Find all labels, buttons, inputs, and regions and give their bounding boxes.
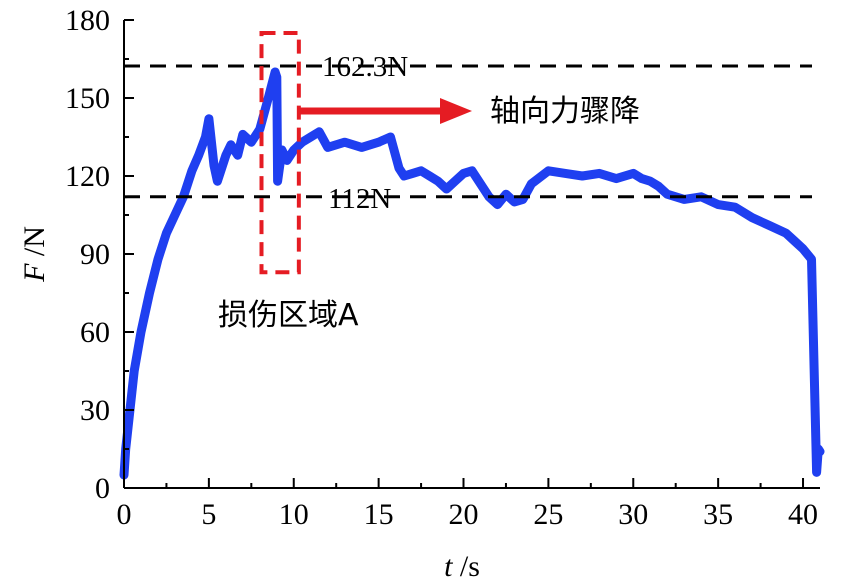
drop-arrow-head xyxy=(440,98,472,124)
x-tick-label: 20 xyxy=(449,498,479,531)
x-tick-label: 10 xyxy=(279,498,309,531)
y-tick-label: 120 xyxy=(65,160,110,193)
x-tick-label: 40 xyxy=(788,498,818,531)
series-group xyxy=(119,67,825,480)
damage-region-label: 损伤区域A xyxy=(218,298,359,333)
peak-value-label: 162.3N xyxy=(322,51,408,83)
y-tick-label: 90 xyxy=(80,238,110,271)
y-tick-label: 0 xyxy=(95,472,110,505)
x-tick-label: 35 xyxy=(703,498,733,531)
x-tick-label: 25 xyxy=(533,498,563,531)
damage-region-box xyxy=(259,31,301,275)
x-tick-label: 30 xyxy=(618,498,648,531)
axes: 0 30 60 90 120 150 180 0 5 10 15 20 25 30 35 40 xyxy=(65,4,820,531)
x-tick-label: 0 xyxy=(117,498,132,531)
y-axis-title: F /N xyxy=(18,226,51,283)
reference-lines xyxy=(124,64,812,199)
y-tick-label: 150 xyxy=(65,82,110,115)
x-tick-label: 5 xyxy=(201,498,216,531)
force-series-line xyxy=(119,67,825,480)
x-tick-label: 15 xyxy=(364,498,394,531)
x-axis-title: t /s xyxy=(444,550,480,583)
y-tick-label: 30 xyxy=(80,394,110,427)
annotations: 162.3N 112N 轴向力骤降 损伤区域A xyxy=(218,31,640,333)
y-tick-label: 180 xyxy=(65,4,110,37)
y-tick-label: 60 xyxy=(80,316,110,349)
plateau-value-label: 112N xyxy=(328,183,391,215)
force-drop-label: 轴向力骤降 xyxy=(490,94,640,129)
